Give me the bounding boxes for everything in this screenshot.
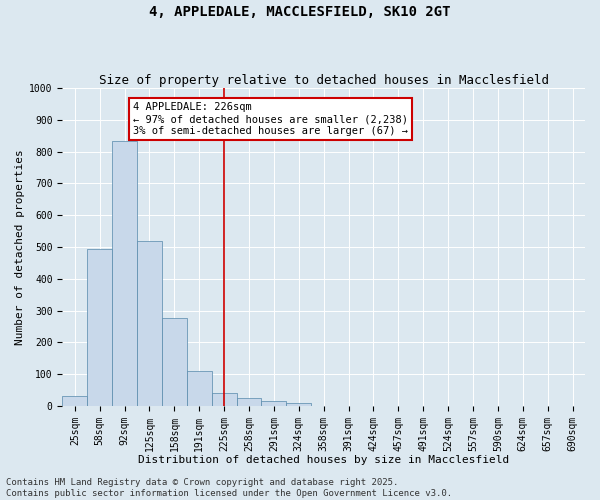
Bar <box>212 393 236 406</box>
Title: Size of property relative to detached houses in Macclesfield: Size of property relative to detached ho… <box>98 74 548 87</box>
Bar <box>286 404 311 406</box>
Text: Contains HM Land Registry data © Crown copyright and database right 2025.
Contai: Contains HM Land Registry data © Crown c… <box>6 478 452 498</box>
Text: 4 APPLEDALE: 226sqm
← 97% of detached houses are smaller (2,238)
3% of semi-deta: 4 APPLEDALE: 226sqm ← 97% of detached ho… <box>133 102 408 136</box>
Bar <box>87 248 112 406</box>
Bar <box>112 140 137 406</box>
Y-axis label: Number of detached properties: Number of detached properties <box>15 149 25 345</box>
Bar <box>137 240 162 406</box>
Bar <box>262 401 286 406</box>
Bar <box>187 371 212 406</box>
Bar <box>62 396 87 406</box>
Bar <box>162 318 187 406</box>
Text: 4, APPLEDALE, MACCLESFIELD, SK10 2GT: 4, APPLEDALE, MACCLESFIELD, SK10 2GT <box>149 5 451 19</box>
X-axis label: Distribution of detached houses by size in Macclesfield: Distribution of detached houses by size … <box>138 455 509 465</box>
Bar <box>236 398 262 406</box>
